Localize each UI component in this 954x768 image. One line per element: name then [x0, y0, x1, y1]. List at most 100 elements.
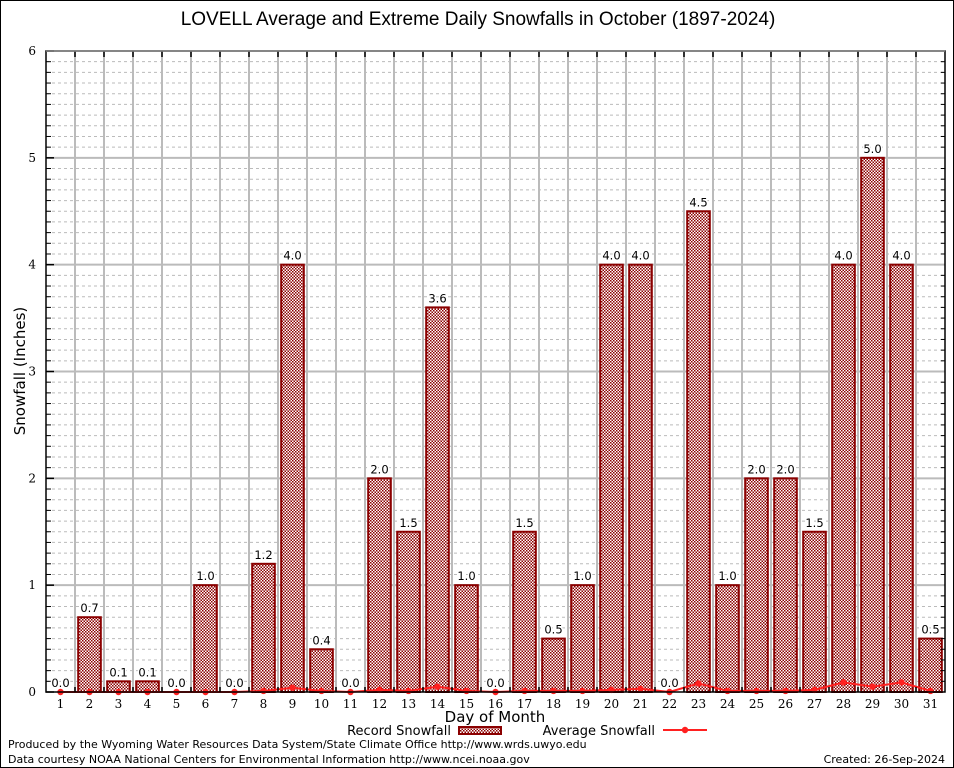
- average-point-day-31: [927, 687, 934, 695]
- bar-day-26: [773, 477, 798, 694]
- bar-value-label: 2.0: [747, 462, 765, 476]
- bar-value-label: 4.0: [602, 249, 620, 263]
- bar-value-label: 4.5: [689, 195, 707, 209]
- x-tick-label: 28: [836, 697, 851, 711]
- bar-day-29: [860, 156, 885, 694]
- bar-value-label: 1.5: [515, 516, 533, 530]
- x-tick-label: 25: [749, 697, 764, 711]
- bar-value-label: 0.0: [660, 676, 678, 690]
- average-point-day-10: [318, 687, 325, 695]
- x-tick-label: 11: [343, 697, 358, 711]
- bar-value-label: 0.5: [921, 623, 939, 637]
- average-point-day-19: [579, 687, 586, 695]
- bar-value-label: 1.5: [805, 516, 823, 530]
- average-point-day-25: [753, 687, 760, 695]
- bar-day-25: [744, 477, 769, 694]
- bar-day-19: [570, 584, 595, 694]
- bar-value-label: 0.0: [167, 676, 185, 690]
- x-tick-label: 16: [488, 697, 503, 711]
- bar-day-10: [309, 648, 334, 693]
- footer-data-source: Data courtesy NOAA National Centers for …: [8, 753, 530, 766]
- x-tick-label: 13: [401, 697, 416, 711]
- bar-day-14: [425, 306, 450, 693]
- bar-day-12: [367, 477, 392, 694]
- bar-value-label: 1.2: [254, 548, 272, 562]
- average-point-day-13: [405, 687, 412, 695]
- legend-swatch-average-marker: [681, 726, 689, 734]
- legend-swatch-record: [458, 726, 502, 735]
- x-tick-label: 24: [720, 697, 736, 711]
- x-tick-label: 14: [430, 697, 446, 711]
- bar-day-31: [918, 637, 943, 693]
- x-tick-label: 26: [778, 697, 793, 711]
- x-tick-label: 15: [459, 697, 474, 711]
- bar-value-label: 2.0: [776, 462, 794, 476]
- average-point-day-14: [434, 683, 441, 690]
- bar-day-13: [396, 530, 421, 693]
- x-tick-label: 5: [173, 697, 181, 711]
- created-date: Created: 26-Sep-2024: [823, 753, 945, 766]
- x-tick-label: 31: [923, 697, 938, 711]
- bar-day-23: [686, 210, 711, 693]
- bar-day-20: [599, 263, 624, 693]
- bar-value-label: 1.0: [718, 569, 736, 583]
- bar-value-label: 0.0: [341, 676, 359, 690]
- x-tick-label: 29: [865, 697, 880, 711]
- average-point-day-30: [898, 679, 905, 686]
- average-point-day-15: [463, 687, 470, 695]
- average-point-day-17: [521, 687, 528, 695]
- x-tick-label: 23: [691, 697, 706, 711]
- bar-value-label: 5.0: [863, 142, 881, 156]
- bar-value-label: 4.0: [834, 249, 852, 263]
- legend-label-record: Record Snowfall: [347, 724, 451, 739]
- y-tick-label: 0: [28, 685, 36, 699]
- bar-day-8: [251, 562, 276, 693]
- bar-value-label: 1.5: [399, 516, 417, 530]
- bar-value-label: 4.0: [283, 249, 301, 263]
- x-tick-label: 10: [314, 697, 329, 711]
- bar-value-label: 1.0: [457, 569, 475, 583]
- x-tick-label: 2: [86, 697, 94, 711]
- average-point-day-28: [840, 679, 847, 686]
- bar-day-18: [541, 637, 566, 693]
- y-tick-label: 6: [28, 44, 36, 58]
- x-tick-label: 9: [289, 697, 297, 711]
- average-point-day-26: [782, 687, 789, 695]
- bar-value-label: 0.0: [486, 676, 504, 690]
- bar-value-label: 2.0: [370, 462, 388, 476]
- y-tick-label: 2: [28, 471, 36, 485]
- x-tick-label: 1: [57, 697, 65, 711]
- x-tick-label: 20: [604, 697, 619, 711]
- data-labels: 0.0 0.7 0.1 0.1 0.0 1.0 0.0 1.2 4.0 0.4 0.0 2.0 1.5 3…: [50, 140, 941, 691]
- x-tick-label: 6: [202, 697, 210, 711]
- bar-day-17: [512, 530, 537, 693]
- y-tick-label: 4: [28, 258, 36, 272]
- bar-day-30: [889, 263, 914, 693]
- x-tick-label: 30: [894, 697, 909, 711]
- footer-credit: Produced by the Wyoming Water Resources …: [8, 738, 587, 751]
- x-tick-label: 21: [633, 697, 648, 711]
- average-point-day-8: [260, 687, 267, 695]
- y-tick-label: 3: [28, 365, 36, 379]
- bar-value-label: 4.0: [631, 249, 649, 263]
- x-axis-label: Day of Month: [445, 708, 546, 726]
- bar-day-27: [802, 530, 827, 693]
- x-tick-label: 18: [546, 697, 561, 711]
- x-tick-label: 7: [231, 697, 239, 711]
- bar-day-15: [454, 584, 479, 694]
- average-point-day-9: [289, 684, 296, 691]
- bar-day-24: [715, 584, 740, 694]
- bar-day-21: [628, 263, 653, 693]
- bar-value-label: 0.0: [51, 676, 69, 690]
- chart-title: LOVELL Average and Extreme Daily Snowfal…: [180, 9, 776, 30]
- x-tick-label: 22: [662, 697, 677, 711]
- x-tick-label: 3: [115, 697, 123, 711]
- bar-value-label: 0.0: [225, 676, 243, 690]
- bar-value-label: 0.1: [109, 665, 127, 679]
- x-tick-label: 27: [807, 697, 822, 711]
- bars: [77, 156, 943, 694]
- bar-value-label: 0.1: [138, 665, 156, 679]
